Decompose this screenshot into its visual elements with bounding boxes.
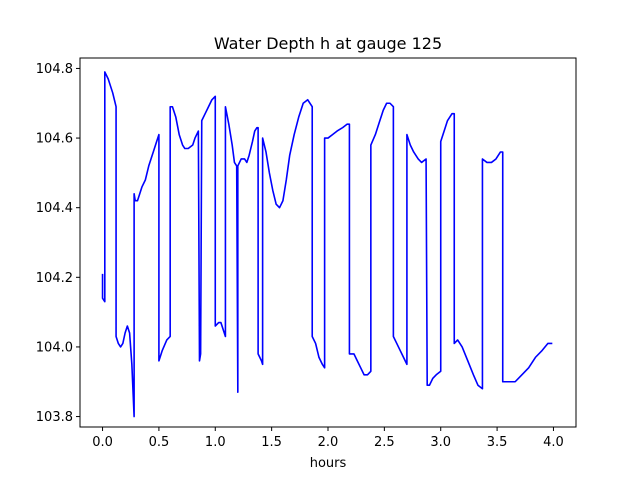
series-line bbox=[101, 71, 553, 418]
y-axis: 103.8 104.0 104.2 104.4 104.6 104.8 bbox=[36, 62, 80, 425]
y-tick-label: 104.6 bbox=[36, 132, 73, 147]
x-tick-label: 0.5 bbox=[149, 435, 170, 450]
chart-title: Water Depth h at gauge 125 bbox=[214, 34, 442, 53]
x-tick-label: 2.0 bbox=[318, 435, 339, 450]
y-tick-label: 104.0 bbox=[36, 340, 73, 355]
x-tick-label: 0.0 bbox=[92, 435, 113, 450]
y-tick-label: 104.2 bbox=[36, 271, 73, 286]
x-tick-label: 3.5 bbox=[487, 435, 508, 450]
x-tick-label: 2.5 bbox=[374, 435, 395, 450]
x-tick-label: 1.0 bbox=[205, 435, 226, 450]
x-tick-label: 1.5 bbox=[261, 435, 282, 450]
plot-area bbox=[79, 57, 577, 428]
y-tick-label: 104.4 bbox=[36, 201, 73, 216]
x-axis-label: hours bbox=[310, 456, 347, 471]
y-tick-label: 103.8 bbox=[36, 410, 73, 425]
y-tick-label: 104.8 bbox=[36, 62, 73, 77]
x-tick-label: 4.0 bbox=[543, 435, 564, 450]
plot-background bbox=[80, 58, 576, 427]
x-tick-label: 3.0 bbox=[430, 435, 451, 450]
x-axis: 0.0 0.5 1.0 1.5 2.0 2.5 3.0 3.5 4.0 bbox=[92, 427, 564, 450]
